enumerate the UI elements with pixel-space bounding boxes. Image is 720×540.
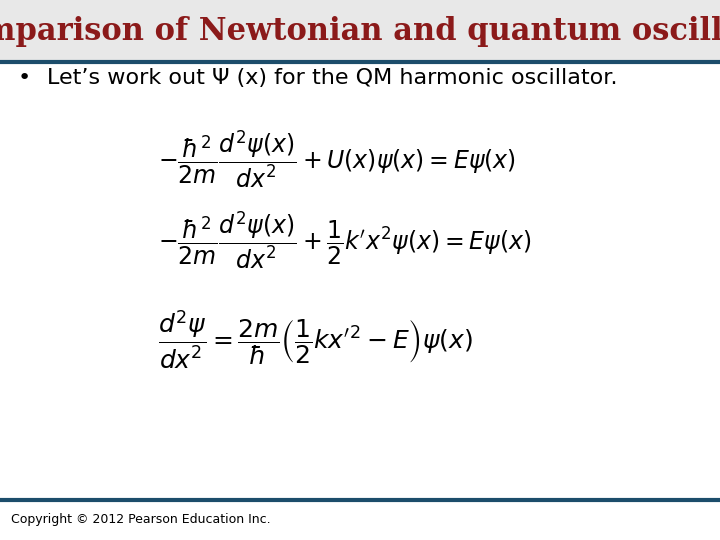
Text: $-\dfrac{\hbar^2}{2m}\dfrac{d^2\psi(x)}{dx^2}+U(x)\psi(x)=E\psi(x)$: $-\dfrac{\hbar^2}{2m}\dfrac{d^2\psi(x)}{… [158,129,516,190]
Text: •: • [18,68,31,89]
Text: A comparison of Newtonian and quantum oscillators: A comparison of Newtonian and quantum os… [0,16,720,46]
Text: Let’s work out Ψ (x) for the QM harmonic oscillator.: Let’s work out Ψ (x) for the QM harmonic… [47,68,617,89]
Text: $\dfrac{d^2\psi}{dx^2}=\dfrac{2m}{\hbar}\left(\dfrac{1}{2}kx'^2-E\right)\psi(x)$: $\dfrac{d^2\psi}{dx^2}=\dfrac{2m}{\hbar}… [158,309,473,372]
Text: $-\dfrac{\hbar^2}{2m}\dfrac{d^2\psi(x)}{dx^2}+\dfrac{1}{2}k'x^2\psi(x)=E\psi(x)$: $-\dfrac{\hbar^2}{2m}\dfrac{d^2\psi(x)}{… [158,210,532,271]
Text: Copyright © 2012 Pearson Education Inc.: Copyright © 2012 Pearson Education Inc. [11,513,271,526]
